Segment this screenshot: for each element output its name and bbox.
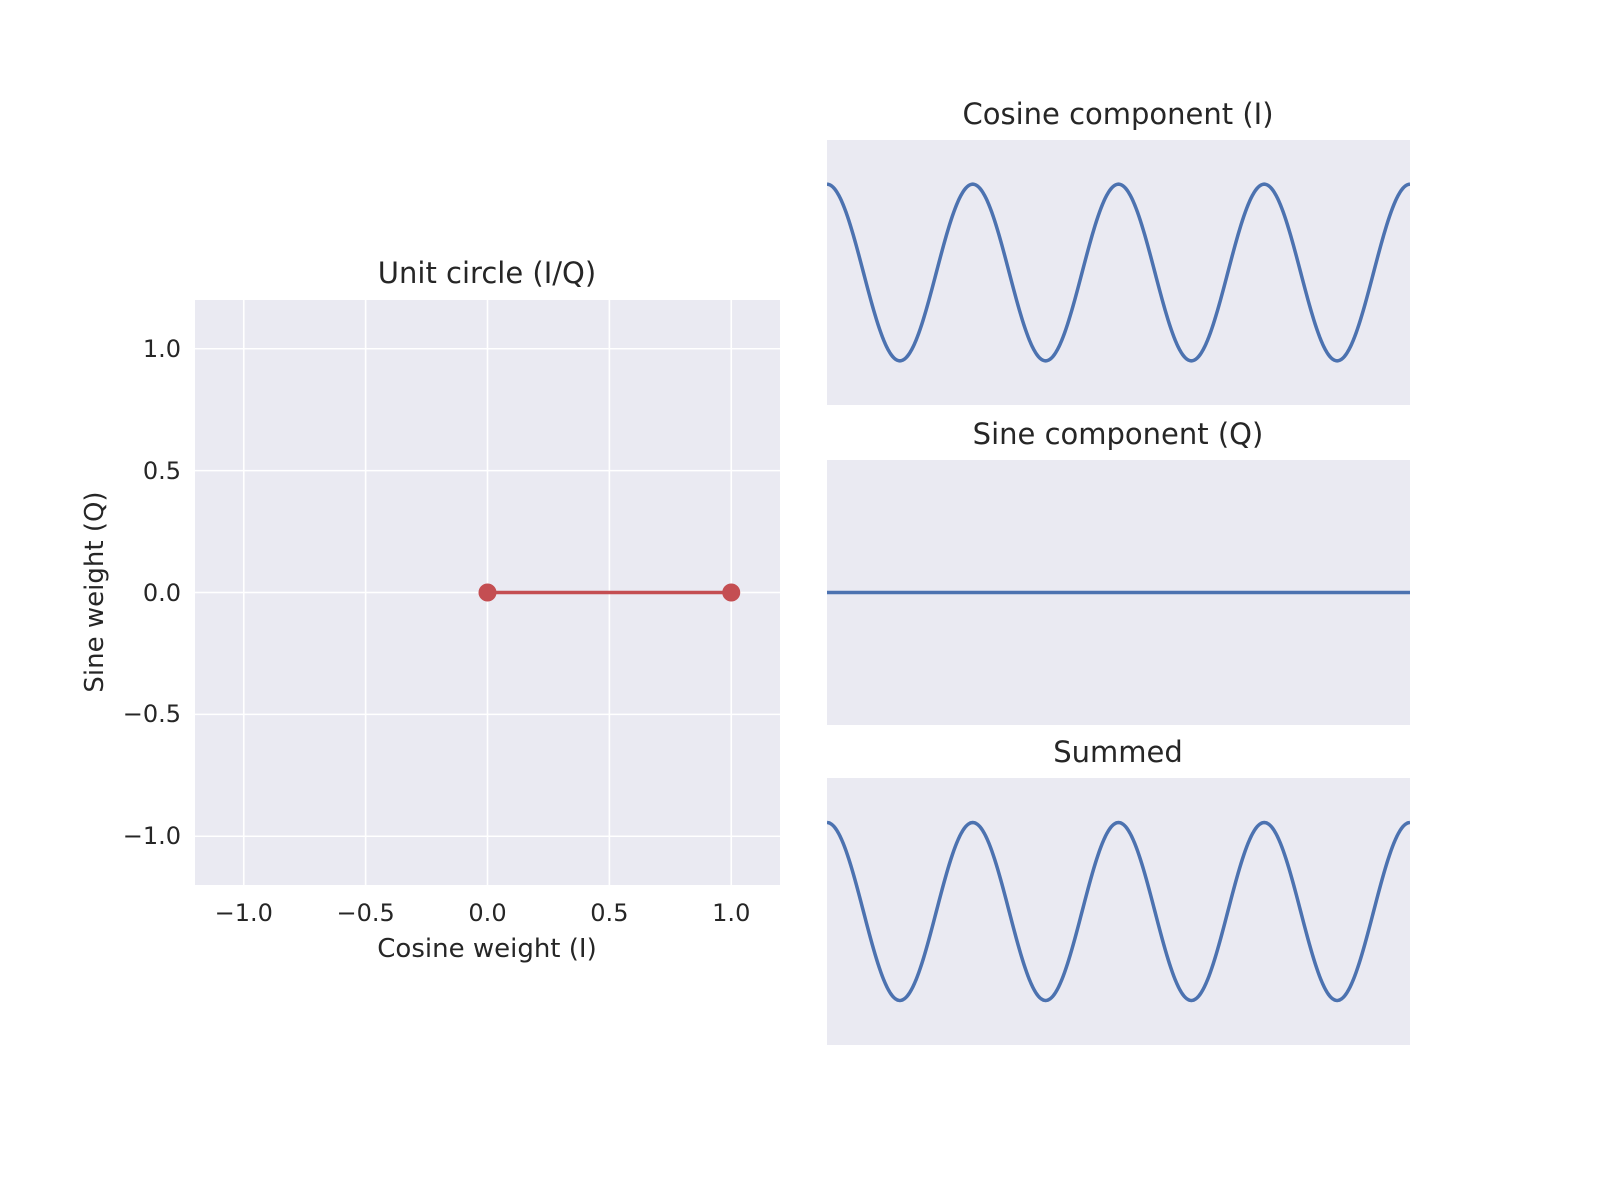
sine-plot-area bbox=[827, 460, 1410, 725]
iq-y-tick-label: 0.5 bbox=[142, 456, 181, 485]
waveform-line bbox=[827, 820, 1410, 1003]
summed-panel-title: Summed bbox=[1053, 735, 1183, 769]
iq-y-tick-label: 1.0 bbox=[142, 334, 181, 363]
wave-panel-background bbox=[827, 778, 1410, 1045]
iq-y-tick-label: −0.5 bbox=[122, 700, 181, 729]
cosine-panel-title: Cosine component (I) bbox=[962, 97, 1274, 131]
phasor-marker bbox=[722, 583, 741, 602]
iq-x-tick-label: 0.5 bbox=[590, 899, 629, 927]
iq-plot-area bbox=[195, 300, 780, 885]
iq-y-tick-label: 0.0 bbox=[142, 578, 181, 607]
iq-chart-title: Unit circle (I/Q) bbox=[377, 256, 597, 290]
phasor-marker bbox=[478, 583, 497, 602]
cosine-plot-area bbox=[827, 140, 1410, 405]
iq-x-tick-label: −1.0 bbox=[214, 899, 273, 927]
wave-panel-background bbox=[827, 140, 1410, 405]
waveform-line bbox=[827, 182, 1410, 363]
iq-x-tick-label: −0.5 bbox=[336, 899, 395, 927]
sine-panel-title: Sine component (Q) bbox=[972, 417, 1264, 451]
iq-y-axis-label: Sine weight (Q) bbox=[80, 491, 110, 693]
summed-plot-area bbox=[827, 778, 1410, 1045]
iq-y-tick-label: −1.0 bbox=[122, 822, 181, 851]
iq-x-tick-label: 1.0 bbox=[712, 899, 751, 927]
iq-x-axis-label: Cosine weight (I) bbox=[377, 934, 597, 964]
iq-x-tick-label: 0.0 bbox=[468, 899, 507, 927]
